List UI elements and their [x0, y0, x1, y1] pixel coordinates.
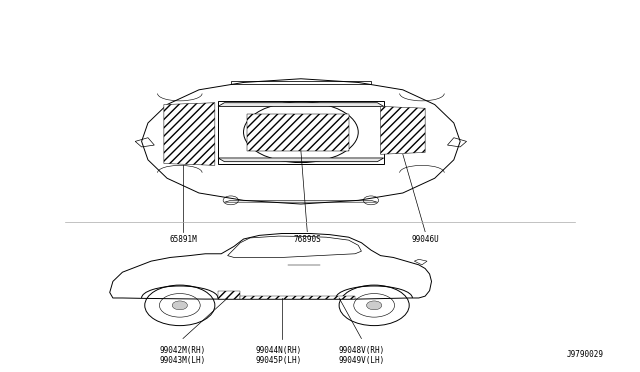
Polygon shape [218, 291, 241, 299]
Polygon shape [241, 296, 355, 299]
Polygon shape [246, 114, 349, 151]
Circle shape [172, 301, 188, 310]
Text: 99042M(RH)
99043M(LH): 99042M(RH) 99043M(LH) [160, 346, 206, 365]
Polygon shape [218, 103, 384, 106]
Polygon shape [164, 103, 215, 165]
Text: 65891M: 65891M [169, 235, 197, 244]
Text: J9790029: J9790029 [566, 350, 604, 359]
Text: 76890S: 76890S [293, 235, 321, 244]
Circle shape [367, 301, 382, 310]
Polygon shape [218, 158, 384, 162]
Text: 99048V(RH)
99049V(LH): 99048V(RH) 99049V(LH) [339, 346, 385, 365]
Polygon shape [381, 106, 425, 154]
Text: 99046U: 99046U [412, 235, 439, 244]
Text: 99044N(RH)
99045P(LH): 99044N(RH) 99045P(LH) [255, 346, 301, 365]
